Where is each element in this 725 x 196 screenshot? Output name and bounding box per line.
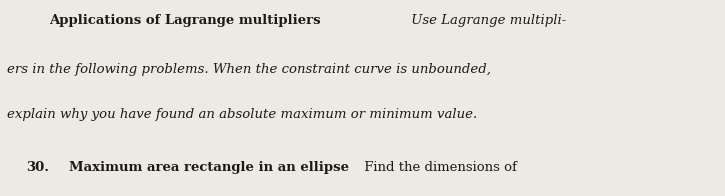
Text: Use Lagrange multipli-: Use Lagrange multipli- <box>407 14 567 27</box>
Text: explain why you have found an absolute maximum or minimum value.: explain why you have found an absolute m… <box>7 108 478 121</box>
Text: Applications of Lagrange multipliers: Applications of Lagrange multipliers <box>49 14 321 27</box>
Text: 30.: 30. <box>26 161 49 174</box>
Text: Maximum area rectangle in an ellipse: Maximum area rectangle in an ellipse <box>69 161 349 174</box>
Text: Find the dimensions of: Find the dimensions of <box>360 161 517 174</box>
Text: ers in the following problems. When the constraint curve is unbounded,: ers in the following problems. When the … <box>7 63 492 76</box>
